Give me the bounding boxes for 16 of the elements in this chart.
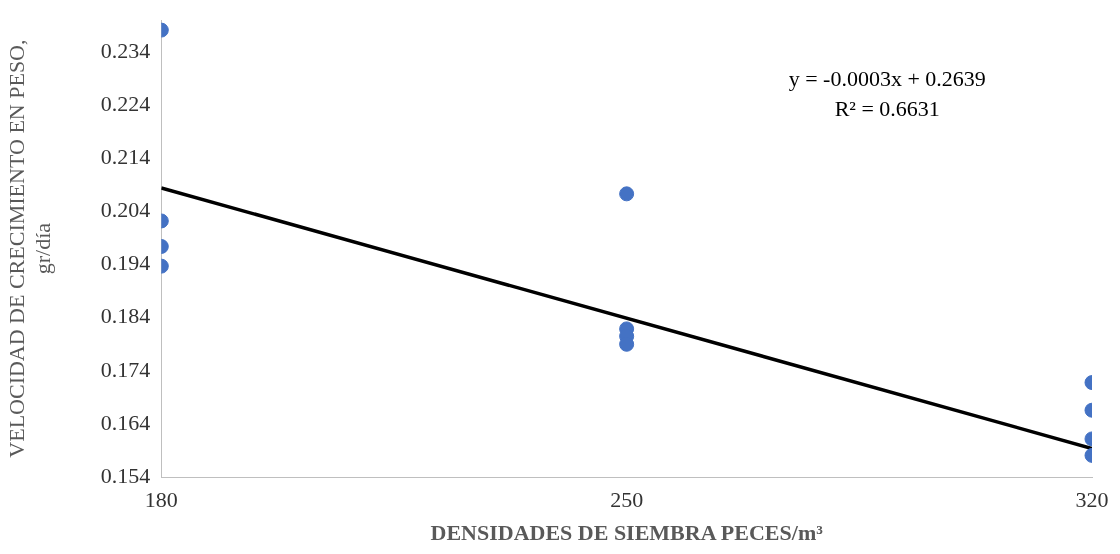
x-tick-label: 250 — [610, 487, 644, 513]
y-tick-label: 0.224 — [100, 90, 151, 116]
y-axis-title: VELOCIDAD DE CRECIMIENTO EN PESO, gr/día — [3, 39, 56, 458]
y-tick-label: 0.204 — [100, 197, 151, 223]
y-tick-label: 0.154 — [100, 462, 151, 488]
y-tick-label: 0.164 — [100, 409, 151, 435]
annotation: y = -0.0003x + 0.2639 — [788, 65, 986, 91]
x-tick-label: 320 — [1075, 487, 1109, 513]
annotation: R² = 0.6631 — [834, 95, 940, 121]
y-tick-label: 0.194 — [100, 250, 151, 276]
y-tick-label: 0.214 — [100, 144, 151, 169]
y-tick-label: 0.184 — [100, 303, 151, 329]
y-tick-label: 0.174 — [100, 356, 151, 382]
y-tick-label: 0.234 — [100, 37, 151, 63]
x-axis-title: DENSIDADES DE SIEMBRA PECES/m³ — [430, 520, 824, 546]
x-tick-label: 180 — [144, 487, 178, 513]
